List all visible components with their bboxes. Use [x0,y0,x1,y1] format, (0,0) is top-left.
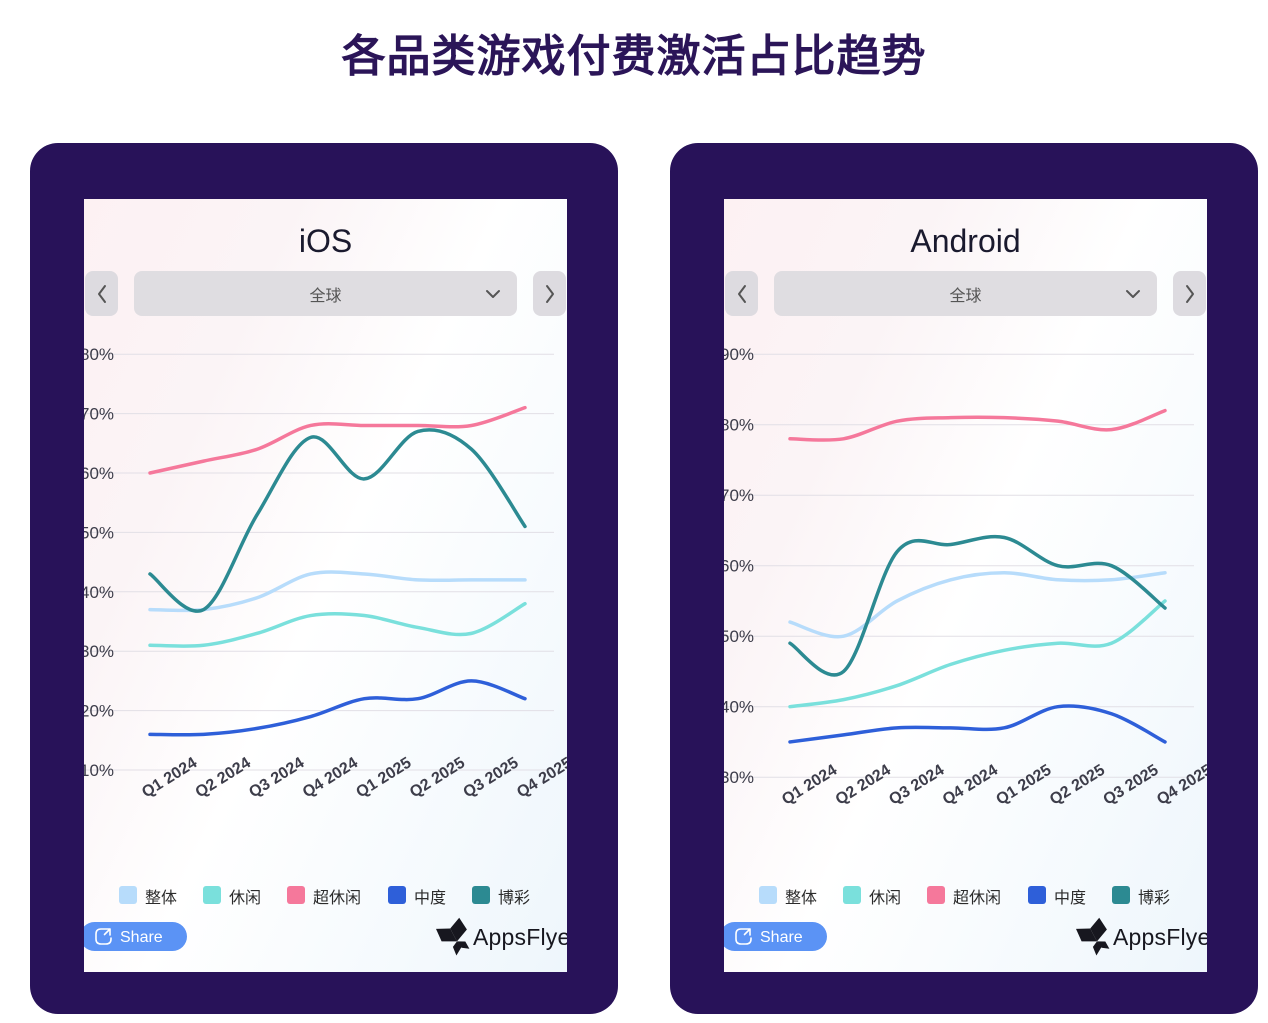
svg-text:博彩: 博彩 [498,889,530,907]
svg-text:Q2 2025: Q2 2025 [1047,762,1108,809]
svg-text:Share: Share [760,929,803,946]
svg-text:Q3 2025: Q3 2025 [461,754,522,801]
svg-text:30%: 30% [84,642,114,661]
svg-text:80%: 80% [724,416,754,435]
svg-text:40%: 40% [724,698,754,717]
svg-text:AppsFlyer: AppsFlyer [1113,924,1207,950]
svg-text:60%: 60% [84,464,114,483]
svg-text:AppsFlyer: AppsFlyer [473,924,567,950]
svg-text:20%: 20% [84,702,114,721]
svg-text:50%: 50% [84,523,114,542]
svg-text:Q4 2025: Q4 2025 [1154,762,1207,809]
svg-text:40%: 40% [84,583,114,602]
svg-text:Q1 2024: Q1 2024 [779,762,840,809]
svg-text:Q2 2024: Q2 2024 [833,762,894,809]
svg-text:30%: 30% [724,768,754,787]
svg-text:整体: 整体 [145,889,177,907]
svg-text:70%: 70% [84,405,114,424]
svg-text:Q4 2025: Q4 2025 [514,754,567,801]
svg-text:超休闲: 超休闲 [953,889,1001,907]
svg-text:60%: 60% [724,557,754,576]
svg-text:Q2 2025: Q2 2025 [407,754,468,801]
svg-text:Q3 2025: Q3 2025 [1101,762,1162,809]
svg-text:整体: 整体 [785,889,817,907]
svg-text:Q1 2025: Q1 2025 [353,754,414,801]
svg-text:Share: Share [120,929,163,946]
svg-text:中度: 中度 [414,889,446,907]
svg-text:70%: 70% [724,486,754,505]
svg-text:Q2 2024: Q2 2024 [193,754,254,801]
svg-text:Q3 2024: Q3 2024 [246,754,307,801]
svg-text:Q1 2024: Q1 2024 [139,754,200,801]
svg-text:休闲: 休闲 [869,889,901,907]
svg-text:Q3 2024: Q3 2024 [886,762,947,809]
svg-text:50%: 50% [724,627,754,646]
svg-text:博彩: 博彩 [1138,889,1170,907]
svg-text:中度: 中度 [1054,889,1086,907]
svg-text:超休闲: 超休闲 [313,889,361,907]
svg-text:10%: 10% [84,761,114,780]
svg-text:Q1 2025: Q1 2025 [993,762,1054,809]
svg-text:80%: 80% [84,345,114,364]
svg-text:Q4 2024: Q4 2024 [300,754,361,801]
svg-text:90%: 90% [724,345,754,364]
svg-text:休闲: 休闲 [229,889,261,907]
svg-text:Q4 2024: Q4 2024 [940,762,1001,809]
